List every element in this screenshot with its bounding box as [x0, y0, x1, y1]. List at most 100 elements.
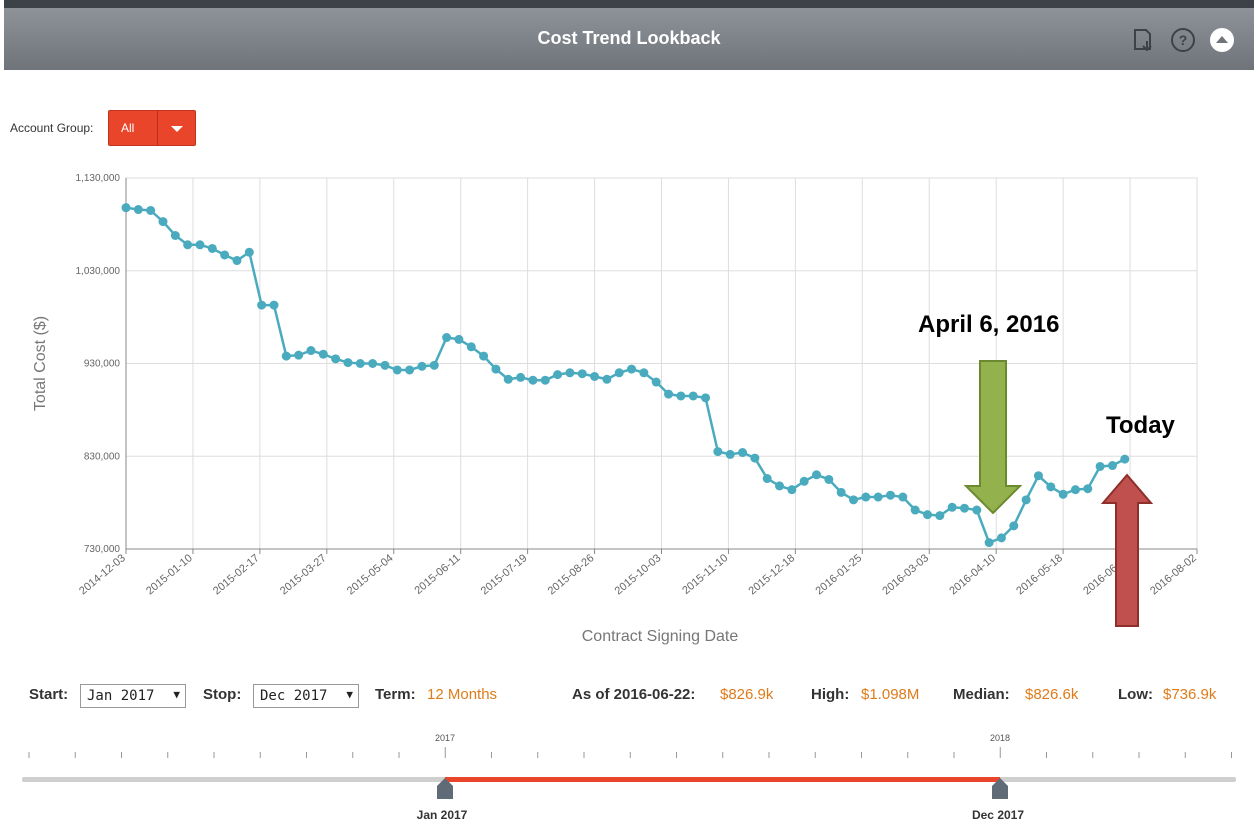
data-point: [183, 240, 193, 250]
cost-trend-chart: 730,000830,000930,0001,030,0001,130,000 …: [32, 173, 1199, 645]
data-point: [590, 371, 600, 381]
annotation-april: April 6, 2016: [918, 311, 1060, 338]
data-point: [750, 453, 760, 463]
data-point: [1033, 471, 1043, 481]
data-point: [528, 375, 538, 385]
y-tick-label: 930,000: [84, 359, 121, 370]
data-point: [1095, 461, 1105, 471]
chart-grid: [125, 177, 1198, 550]
data-point: [380, 360, 390, 370]
data-point: [466, 342, 476, 352]
data-point: [170, 231, 180, 241]
data-point: [306, 346, 316, 356]
data-point: [836, 487, 846, 497]
x-axis-ticks: 2014-12-03 2015-01-10 2015-02-17 2015-03-27…: [77, 549, 1199, 597]
data-point: [207, 243, 217, 253]
y-axis-ticks: 730,000 830,000 930,000 1,030,000 1,130,000: [76, 173, 121, 555]
asof-value: $826.9k: [720, 686, 774, 703]
data-point: [972, 505, 982, 515]
help-icon[interactable]: ?: [1170, 27, 1196, 53]
x-tick-label: 2015-06-11: [412, 552, 462, 597]
median-value: $826.6k: [1025, 686, 1079, 703]
svg-text:?: ?: [1179, 32, 1188, 48]
data-point: [195, 240, 205, 250]
term-value: 12 Months: [427, 686, 498, 703]
x-tick-label: 2015-07-19: [479, 552, 530, 597]
chevron-down-icon[interactable]: [171, 126, 183, 132]
slider-year-label: 2018: [990, 733, 1010, 743]
data-point: [935, 511, 945, 521]
data-point: [368, 359, 378, 368]
data-point: [824, 474, 834, 484]
data-point: [318, 349, 328, 359]
data-point: [849, 495, 859, 505]
high-label: High:: [811, 686, 850, 703]
data-point: [429, 360, 439, 370]
data-point: [503, 374, 513, 384]
account-group-value: All: [121, 121, 135, 135]
data-point: [861, 492, 871, 502]
stop-select[interactable]: Dec 2017 ▼: [253, 684, 359, 708]
median-label: Median:: [953, 686, 1010, 703]
data-point: [1058, 489, 1068, 499]
data-point: [664, 389, 674, 399]
data-point: [1070, 485, 1080, 495]
data-point: [244, 247, 254, 257]
x-tick-label: 2015-11-10: [680, 552, 730, 597]
data-point: [725, 449, 735, 459]
data-point: [1021, 495, 1031, 505]
data-point: [922, 510, 932, 520]
data-point: [355, 359, 365, 368]
x-tick-label: 2014-12-03: [77, 552, 128, 597]
data-point: [910, 505, 920, 515]
data-point: [762, 474, 772, 484]
data-point: [491, 364, 501, 374]
data-point: [799, 476, 809, 486]
data-point: [158, 217, 168, 227]
y-tick-label: 1,130,000: [76, 173, 121, 184]
start-select[interactable]: Jan 2017 ▼: [80, 684, 186, 708]
data-point: [1120, 454, 1130, 464]
x-tick-label: 2015-02-17: [211, 552, 262, 597]
chevron-down-icon: ▼: [346, 688, 353, 701]
slider-start-handle[interactable]: [437, 778, 453, 799]
term-range-slider[interactable]: 2017 2018 Jan 2017 Dec 2017: [0, 725, 1254, 824]
stop-select-value: Dec 2017: [260, 688, 328, 704]
data-point: [146, 205, 156, 215]
data-point: [713, 447, 723, 457]
y-tick-label: 730,000: [84, 544, 121, 555]
slider-selected-range: [445, 777, 1000, 782]
collapse-icon[interactable]: [1209, 27, 1235, 53]
slider-end-handle[interactable]: [992, 778, 1008, 799]
data-point: [775, 481, 785, 491]
data-point: [984, 538, 994, 548]
low-label: Low:: [1118, 686, 1153, 703]
x-tick-label: 2015-12-18: [746, 552, 797, 597]
x-tick-label: 2016-01-25: [813, 552, 864, 597]
slider-end-label: Dec 2017: [972, 808, 1024, 822]
data-point: [331, 354, 341, 364]
x-tick-label: 2016-08-02: [1148, 552, 1199, 597]
y-tick-label: 830,000: [84, 451, 121, 462]
export-icon[interactable]: [1131, 27, 1157, 53]
chevron-down-icon: ▼: [173, 688, 180, 701]
data-point: [577, 369, 587, 379]
high-value: $1.098M: [861, 686, 920, 703]
asof-label: As of 2016-06-22:: [572, 686, 696, 703]
x-tick-label: 2016-03-03: [880, 552, 931, 597]
dropdown-divider: [157, 111, 158, 145]
data-point: [540, 375, 550, 385]
account-group-dropdown[interactable]: All: [108, 110, 196, 146]
stop-label: Stop:: [203, 686, 242, 703]
data-point: [1046, 482, 1056, 492]
data-point: [121, 203, 131, 213]
data-point: [479, 351, 489, 361]
series-line: [121, 203, 1130, 548]
x-tick-label: 2015-05-04: [345, 552, 396, 597]
data-point: [553, 370, 563, 380]
data-point: [947, 502, 957, 512]
x-tick-label: 2015-10-03: [613, 552, 664, 597]
slider-year-label: 2017: [435, 733, 455, 743]
account-group-label: Account Group:: [10, 121, 94, 135]
data-point: [1009, 521, 1019, 531]
